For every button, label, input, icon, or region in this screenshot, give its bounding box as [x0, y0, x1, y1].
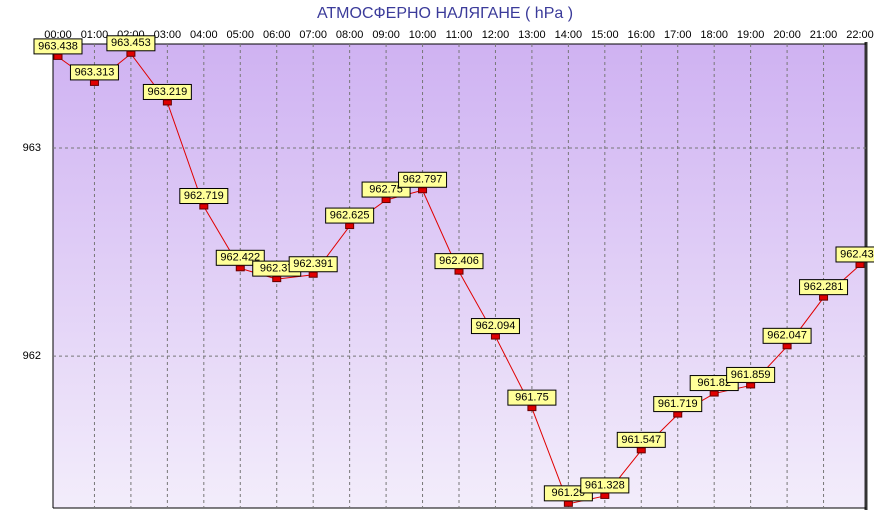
x-tick-label: 11:00	[446, 29, 473, 41]
data-label: 961.328	[585, 479, 625, 491]
x-tick-label: 20:00	[773, 29, 801, 41]
marker	[819, 294, 829, 301]
chart-title: АТМОСФЕРНО НАЛЯГАНЕ ( hPa )	[317, 5, 573, 22]
data-label: 963.453	[111, 37, 151, 49]
data-label: 963.219	[147, 86, 187, 98]
x-tick-label: 09:00	[372, 29, 400, 41]
x-tick-label: 13:00	[518, 29, 546, 41]
marker	[709, 390, 719, 397]
y-tick-label: 962	[23, 350, 41, 362]
data-label: 962.37	[260, 263, 294, 275]
marker	[53, 53, 63, 60]
x-tick-label: 04:00	[190, 29, 218, 41]
data-label: 961.859	[731, 369, 771, 381]
marker	[673, 411, 683, 418]
plot-area	[53, 44, 866, 508]
marker	[126, 50, 136, 57]
marker	[272, 276, 282, 283]
x-tick-label: 16:00	[628, 29, 656, 41]
data-label: 962.047	[767, 330, 807, 342]
data-label: 962.281	[804, 281, 844, 293]
marker	[89, 79, 99, 86]
marker	[345, 223, 355, 230]
data-label: 963.313	[75, 66, 115, 78]
marker	[600, 492, 610, 499]
x-tick-label: 00:00	[44, 29, 72, 41]
x-tick-label: 18:00	[700, 29, 728, 41]
marker	[563, 500, 573, 507]
marker	[235, 265, 245, 272]
x-tick-label: 06:00	[263, 29, 291, 41]
marker	[381, 197, 391, 204]
data-label: 962.438	[840, 248, 874, 260]
x-tick-label: 01:00	[81, 29, 109, 41]
x-tick-label: 14:00	[555, 29, 583, 41]
marker	[199, 203, 209, 210]
data-label: 961.547	[621, 434, 661, 446]
x-tick-label: 21:00	[810, 29, 838, 41]
x-tick-label: 15:00	[591, 29, 619, 41]
x-tick-label: 10:00	[409, 29, 437, 41]
marker	[308, 271, 318, 278]
marker	[418, 187, 428, 194]
x-tick-label: 03:00	[154, 29, 182, 41]
x-tick-label: 08:00	[336, 29, 364, 41]
data-label: 961.719	[658, 398, 698, 410]
marker	[746, 382, 756, 389]
marker	[454, 268, 464, 275]
data-label: 962.75	[369, 183, 403, 195]
x-tick-label: 07:00	[299, 29, 327, 41]
data-label: 962.391	[293, 258, 333, 270]
data-label: 961.29	[552, 487, 586, 499]
data-label: 962.719	[184, 190, 224, 202]
marker	[490, 333, 500, 340]
y-tick-label: 963	[23, 142, 41, 154]
data-label: 962.625	[330, 209, 370, 221]
data-label: 962.406	[439, 255, 479, 267]
marker	[636, 447, 646, 454]
data-label: 961.82	[697, 377, 731, 389]
data-label: 962.797	[403, 174, 443, 186]
x-tick-label: 12:00	[482, 29, 510, 41]
x-tick-label: 05:00	[227, 29, 255, 41]
marker	[782, 343, 792, 350]
x-tick-label: 17:00	[664, 29, 692, 41]
x-tick-label: 22:00	[846, 29, 874, 41]
data-label: 961.75	[515, 392, 549, 404]
data-label: 962.094	[476, 320, 516, 332]
x-tick-label: 19:00	[737, 29, 765, 41]
marker	[162, 99, 172, 106]
data-label: 962.422	[220, 252, 260, 264]
data-label: 963.438	[38, 40, 78, 52]
marker	[855, 261, 865, 268]
marker	[527, 405, 537, 412]
